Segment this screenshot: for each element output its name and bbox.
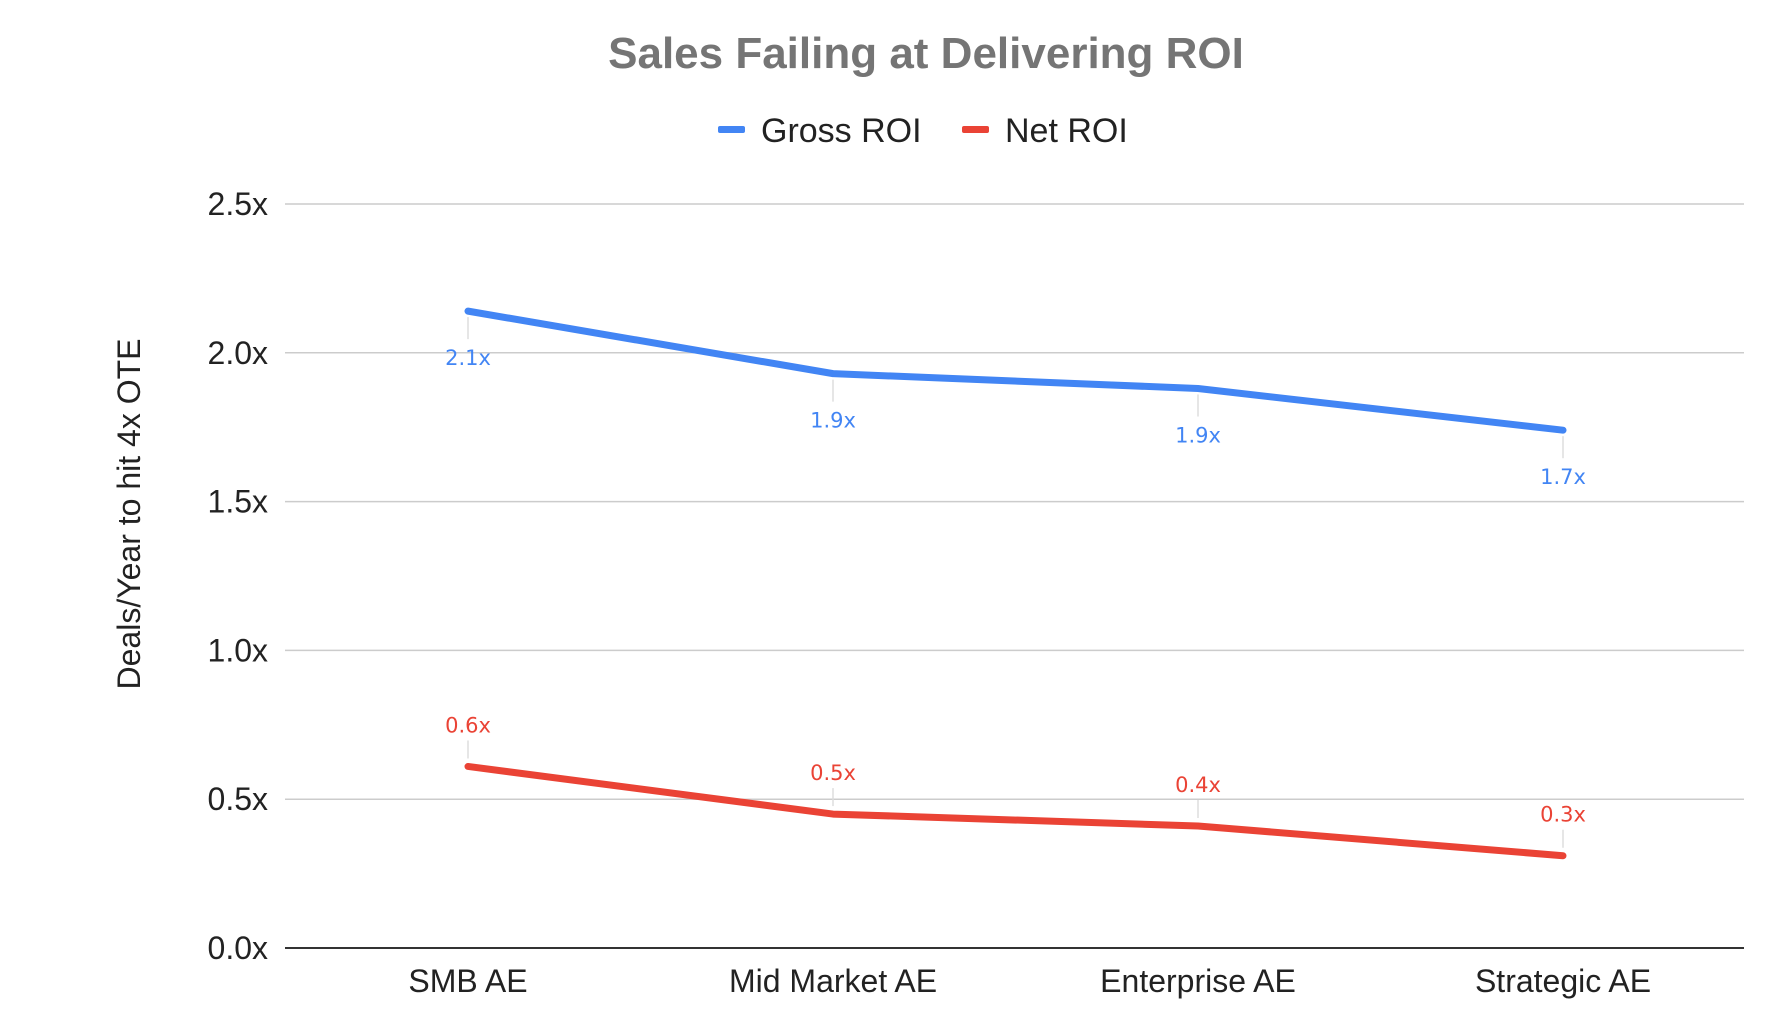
legend-label: Net ROI <box>1005 112 1128 150</box>
gridlines <box>285 203 1744 949</box>
data-label: 0.4x <box>1175 773 1221 797</box>
legend-label: Gross ROI <box>761 112 922 150</box>
y-tick-label: 1.0x <box>208 632 268 668</box>
data-label: 1.9x <box>1175 424 1221 448</box>
data-label: 1.7x <box>1540 465 1586 489</box>
x-tick-label: SMB AE <box>408 963 527 999</box>
y-tick-label: 0.0x <box>208 930 268 966</box>
data-label: 2.1x <box>445 346 491 370</box>
series-line <box>464 307 1567 434</box>
y-axis-title: Deals/Year to hit 4x OTE <box>111 339 147 690</box>
data-label: 0.5x <box>810 761 856 785</box>
y-tick-label: 1.5x <box>208 484 268 520</box>
data-label: 0.6x <box>445 713 491 737</box>
legend-swatch <box>962 126 989 133</box>
legend: Gross ROI Net ROI <box>718 112 1128 150</box>
x-tick-label: Strategic AE <box>1475 963 1651 999</box>
x-tick-label: Enterprise AE <box>1100 963 1296 999</box>
data-label: 0.3x <box>1540 803 1586 827</box>
chart-title: Sales Failing at Delivering ROI <box>608 29 1244 78</box>
x-tick-label: Mid Market AE <box>729 963 937 999</box>
series-line <box>464 762 1567 860</box>
y-axis-ticks: 0.0x 0.5x 1.0x 1.5x 2.0x 2.5x <box>208 186 268 966</box>
y-tick-label: 2.0x <box>208 335 268 371</box>
y-tick-label: 0.5x <box>208 781 268 817</box>
series-group <box>464 307 1567 860</box>
x-axis-ticks: SMB AE Mid Market AE Enterprise AE Strategi… <box>408 963 1651 999</box>
data-labels: 2.1x 1.9x 1.9x 1.7x 0.6x 0.5x 0.4x 0.3x <box>445 317 1586 848</box>
data-label: 1.9x <box>810 409 856 433</box>
y-tick-label: 2.5x <box>208 186 268 222</box>
legend-swatch <box>718 126 745 133</box>
